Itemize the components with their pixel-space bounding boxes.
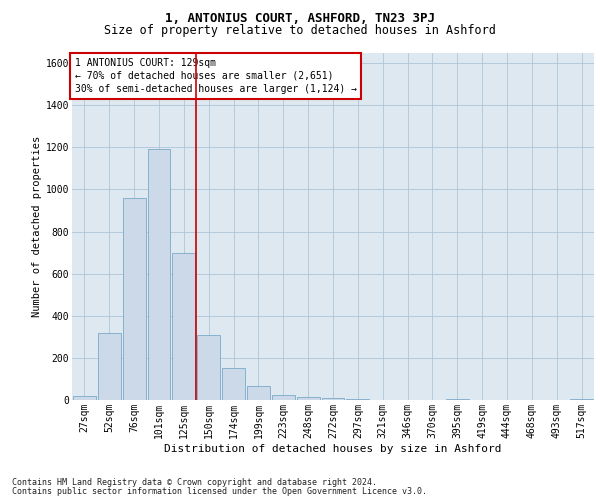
Bar [446, 399, 469, 400]
Text: Contains public sector information licensed under the Open Government Licence v3: Contains public sector information licen… [12, 488, 427, 496]
Text: 1, ANTONIUS COURT, ASHFORD, TN23 3PJ: 1, ANTONIUS COURT, ASHFORD, TN23 3PJ [165, 12, 435, 25]
X-axis label: Distribution of detached houses by size in Ashford: Distribution of detached houses by size … [164, 444, 502, 454]
Bar [322, 398, 344, 400]
Bar [172, 252, 195, 400]
Bar [247, 386, 270, 400]
Text: Contains HM Land Registry data © Crown copyright and database right 2024.: Contains HM Land Registry data © Crown c… [12, 478, 377, 487]
Bar [297, 397, 320, 400]
Bar [346, 399, 369, 400]
Text: 1 ANTONIUS COURT: 129sqm
← 70% of detached houses are smaller (2,651)
30% of sem: 1 ANTONIUS COURT: 129sqm ← 70% of detach… [74, 58, 356, 94]
Bar [272, 394, 295, 400]
Bar [570, 399, 593, 400]
Y-axis label: Number of detached properties: Number of detached properties [32, 136, 41, 317]
Bar [73, 396, 96, 400]
Bar [197, 334, 220, 400]
Bar [222, 368, 245, 400]
Text: Size of property relative to detached houses in Ashford: Size of property relative to detached ho… [104, 24, 496, 37]
Bar [148, 150, 170, 400]
Bar [98, 332, 121, 400]
Bar [123, 198, 146, 400]
